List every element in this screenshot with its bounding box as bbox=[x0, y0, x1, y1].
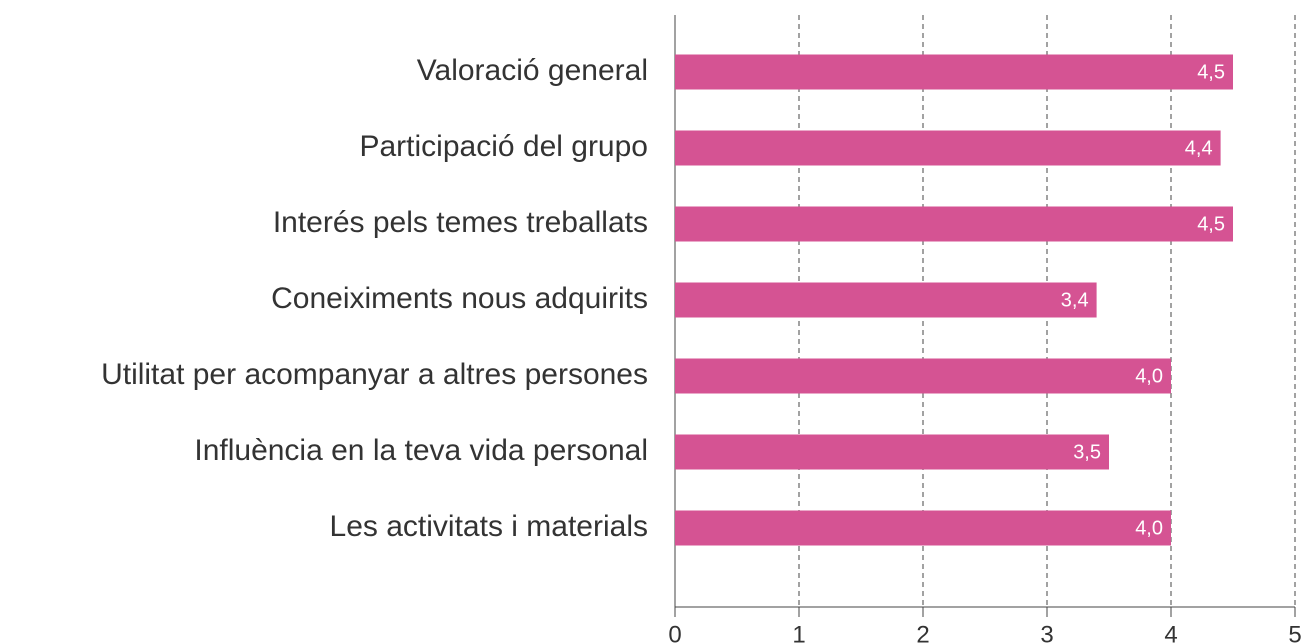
category-label: Influència en la teva vida personal bbox=[194, 434, 648, 467]
bar bbox=[675, 54, 1233, 90]
category-label: Utilitat per acompanyar a altres persone… bbox=[101, 358, 648, 391]
value-label: 3,4 bbox=[1061, 289, 1089, 311]
x-tick-label: 5 bbox=[1288, 621, 1301, 644]
x-tick-label: 1 bbox=[792, 621, 805, 644]
x-tick-label: 2 bbox=[916, 621, 929, 644]
value-label: 3,5 bbox=[1073, 441, 1101, 463]
bar bbox=[675, 282, 1097, 318]
value-label: 4,0 bbox=[1135, 517, 1163, 539]
bar bbox=[675, 358, 1171, 394]
x-tick-label: 4 bbox=[1164, 621, 1177, 644]
bar bbox=[675, 510, 1171, 546]
value-label: 4,5 bbox=[1197, 61, 1225, 83]
category-label: Les activitats i materials bbox=[330, 510, 648, 543]
bar bbox=[675, 206, 1233, 242]
category-label: Interés pels temes treballats bbox=[273, 206, 648, 239]
value-label: 4,5 bbox=[1197, 213, 1225, 235]
category-label: Participació del grupo bbox=[359, 130, 648, 163]
bar bbox=[675, 130, 1221, 166]
value-label: 4,0 bbox=[1135, 365, 1163, 387]
category-label: Coneiximents nous adquirits bbox=[271, 282, 648, 315]
x-tick-label: 3 bbox=[1040, 621, 1053, 644]
bar bbox=[675, 434, 1109, 470]
x-tick-label: 0 bbox=[668, 621, 681, 644]
category-label: Valoració general bbox=[417, 54, 648, 87]
value-label: 4,4 bbox=[1185, 137, 1213, 159]
